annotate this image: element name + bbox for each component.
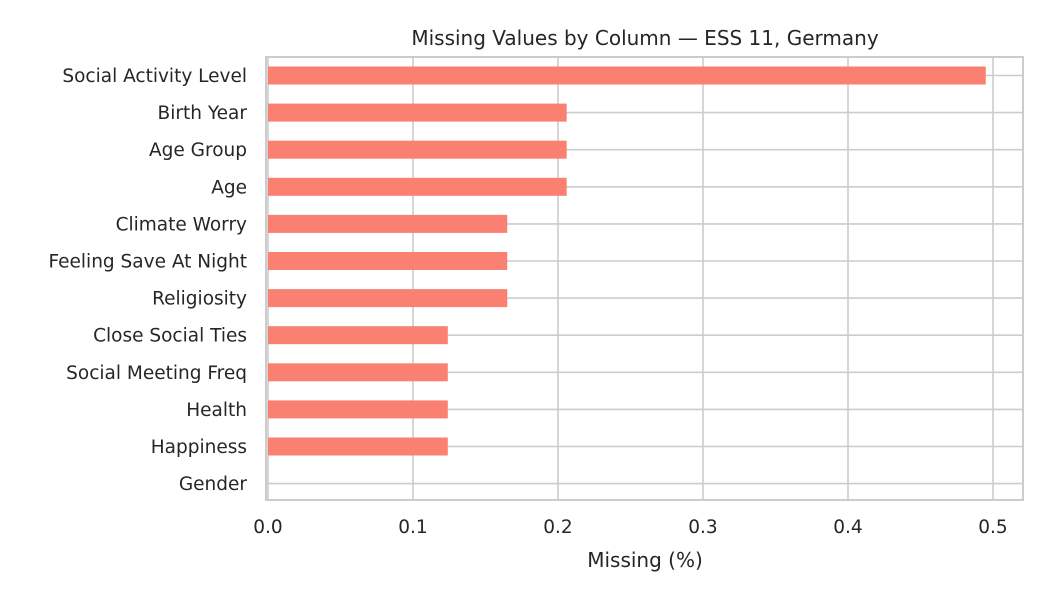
category-label: Age Group [149, 140, 247, 161]
bar [268, 400, 448, 419]
bar [268, 289, 508, 308]
category-label: Age [211, 177, 247, 198]
category-label: Climate Worry [116, 214, 247, 235]
bars-layer [268, 66, 986, 456]
grid-layer [266, 57, 1023, 500]
category-label: Feeling Save At Night [49, 252, 247, 273]
bar [268, 140, 567, 159]
category-label: Religiosity [152, 289, 247, 310]
bar [268, 177, 567, 196]
category-label: Gender [179, 474, 248, 495]
plot-frame [265, 56, 1024, 501]
category-label: Social Activity Level [62, 66, 247, 87]
x-tick-label: 0.1 [398, 517, 427, 538]
bar [268, 437, 448, 456]
x-axis-label: Missing (%) [587, 548, 703, 572]
x-tick-label: 0.5 [978, 517, 1007, 538]
x-tick-label: 0.2 [543, 517, 572, 538]
bar [268, 66, 986, 85]
category-label: Close Social Ties [93, 326, 247, 347]
category-label: Social Meeting Freq [66, 363, 247, 384]
x-tick-label: 0.0 [253, 517, 282, 538]
x-tick-label: 0.4 [833, 517, 862, 538]
chart-title: Missing Values by Column — ESS 11, Germa… [411, 26, 878, 50]
bar [268, 214, 508, 233]
category-label: Birth Year [158, 103, 248, 124]
bar [268, 103, 567, 122]
bar [268, 326, 448, 345]
category-label: Health [186, 400, 247, 421]
x-tick-label: 0.3 [688, 517, 717, 538]
x-tick-labels: 0.0 0.1 0.2 0.3 0.4 0.5 [253, 517, 1007, 538]
category-labels: Social Activity Level Birth Year Age Group… [49, 66, 248, 495]
category-label: Happiness [151, 437, 247, 458]
bar [268, 363, 448, 382]
bar [268, 252, 508, 270]
